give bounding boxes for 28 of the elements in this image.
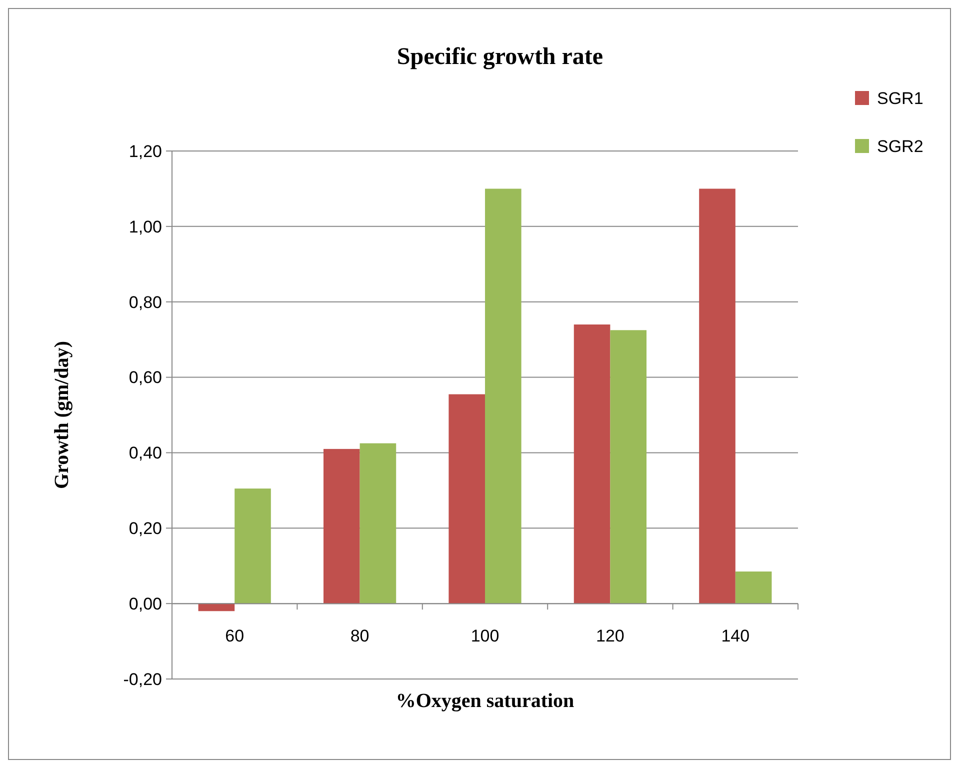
bar	[735, 572, 772, 604]
bar	[485, 188, 522, 604]
chart-title: Specific growth rate	[396, 44, 604, 70]
bar	[448, 394, 485, 604]
y-tick-label: 1,00	[128, 217, 162, 236]
y-tick-label: 0,60	[128, 368, 162, 388]
y-tick-label: 0,40	[128, 444, 162, 463]
x-tick-label: 100	[470, 626, 500, 646]
x-axis-title: %Oxygen saturation	[396, 690, 574, 712]
bar	[574, 324, 610, 604]
x-tick-label: 140	[721, 626, 750, 646]
y-tick-label: 0,00	[128, 594, 162, 614]
y-axis-title: Growth (gm/day)	[51, 341, 73, 489]
x-tick-label: 80	[350, 626, 370, 646]
bar	[699, 188, 736, 604]
bar	[360, 443, 396, 604]
y-tick-label: 1,20	[128, 142, 162, 161]
y-tick-label: 0,20	[128, 519, 162, 538]
x-tick-label: 120	[596, 626, 624, 646]
legend-label: SGR1	[877, 88, 924, 108]
bar	[610, 330, 647, 604]
bar	[234, 488, 271, 604]
y-tick-label: 0,80	[128, 292, 162, 312]
bar	[323, 448, 360, 604]
y-tick-label: -0,20	[123, 670, 162, 689]
bar	[198, 604, 235, 612]
x-tick-label: 60	[225, 626, 244, 646]
legend-label: SGR2	[877, 136, 924, 156]
